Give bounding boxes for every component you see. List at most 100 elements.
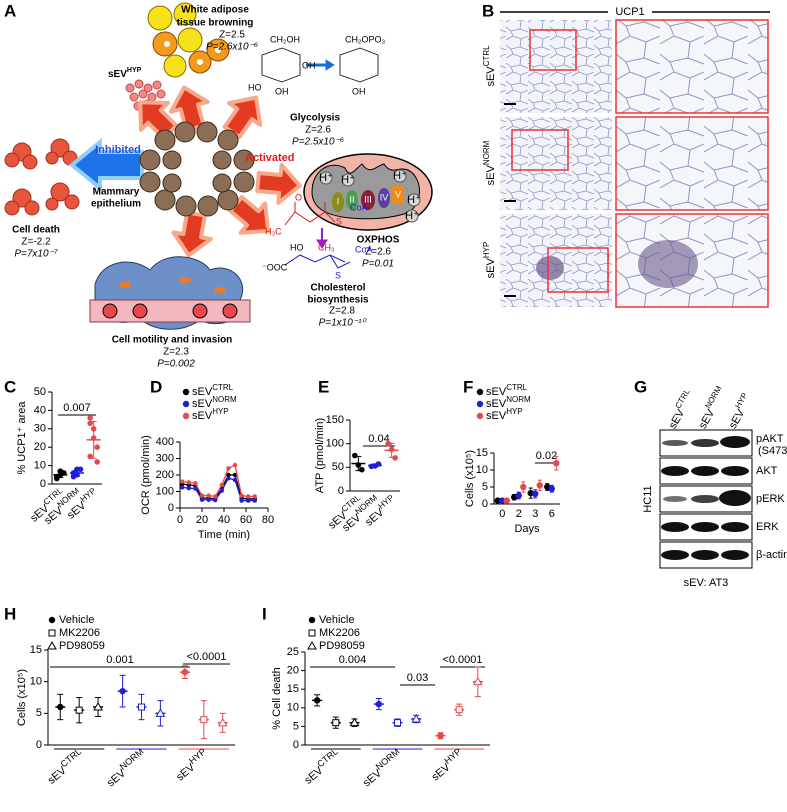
series-line (182, 464, 255, 498)
outcome-title: White adipose (181, 5, 249, 16)
data-point (206, 493, 211, 498)
p-value: P=2.5x10⁻⁶ (292, 137, 344, 148)
data-point (232, 472, 238, 478)
histology-zoom (615, 19, 769, 114)
chem-label: CH₂OH (270, 34, 300, 44)
sev-base: sEV (192, 398, 213, 410)
activate-arrow (167, 208, 217, 261)
y-axis-label: % UCP1⁺ area (16, 401, 28, 475)
blot-bands (661, 436, 751, 560)
sev-base: sEV (192, 410, 213, 422)
outcome-title: Glycolysis (290, 113, 340, 124)
sev-label: sEVCTRL (43, 747, 87, 787)
marker-triangle (217, 717, 228, 727)
marker-circle (119, 687, 126, 695)
sev-label: sEVHYP (192, 407, 229, 422)
sev-label: sEVCTRL (300, 747, 344, 787)
sev-label: sEVHYP (486, 407, 523, 422)
data-point (186, 480, 191, 485)
sev-label: sEVNORM (482, 140, 497, 185)
marker-circle (313, 697, 321, 704)
marker-circle (375, 700, 383, 708)
y-axis-label: % Cell death (271, 667, 283, 729)
center-label: Mammary (93, 187, 140, 198)
data-point (232, 477, 238, 483)
panel-label: H (4, 604, 16, 623)
complex-label: IV (380, 192, 389, 202)
sev-sup: HYP (212, 407, 228, 416)
sev-label: sEVCTRL (192, 383, 234, 398)
p-annotation: 0.02 (536, 450, 557, 462)
y-tick-label: 10 (34, 460, 46, 472)
x-tick-label: 6 (549, 508, 555, 520)
data-point (94, 444, 100, 451)
lane-base: sEV (727, 407, 748, 431)
sev-sup: CTRL (315, 747, 340, 770)
x-tick-label: 3 (532, 508, 538, 520)
p-annotation: <0.0001 (442, 654, 482, 666)
p-annotation: 0.04 (368, 433, 389, 445)
marker-square (75, 706, 83, 714)
sev-label: sEVHYP (427, 747, 467, 784)
sev-label: sEVNORM (486, 395, 531, 410)
chem-label: OH (352, 86, 366, 96)
marker-circle (48, 616, 56, 624)
band-label: pAKT (756, 433, 784, 445)
legend-label: MK2206 (59, 627, 100, 639)
marker-triangle (155, 708, 166, 717)
sev-label: sEVHYP (482, 242, 497, 279)
y-tick-label: 400 (156, 436, 174, 448)
stained-region (536, 256, 564, 280)
y-tick-label: 5 (293, 720, 299, 732)
data-point (199, 497, 205, 502)
data-point (186, 486, 191, 491)
y-tick-label: 50 (332, 461, 344, 473)
marker-circle (476, 412, 484, 420)
band-note: (S473) (758, 445, 787, 457)
data-point (206, 497, 211, 502)
outcome-title: Cholesterol (310, 283, 365, 294)
chem-label: HO (248, 82, 262, 92)
y-tick-label: 25 (287, 646, 299, 658)
sev-sup: CTRL (506, 383, 527, 392)
data-point (352, 452, 358, 459)
lane-label: sEVHYP (723, 391, 755, 431)
data-point (87, 414, 93, 421)
data-point (219, 488, 224, 493)
marker-circle (536, 482, 543, 489)
chem-label: CH₃ (318, 242, 335, 252)
marker-triangle (93, 701, 103, 711)
marker-circle (548, 485, 555, 492)
data-point (180, 485, 185, 490)
x-tick-label: 60 (240, 514, 252, 526)
sev-label: sEVNORM (192, 395, 237, 410)
marker-square (48, 629, 56, 637)
y-tick-label: 0 (36, 739, 42, 751)
data-point (239, 493, 244, 498)
marker-triangle (307, 640, 317, 650)
y-tick-label: 40 (34, 404, 46, 416)
complex-label: V (395, 189, 401, 199)
proton-label: H⁺ (405, 210, 419, 222)
x-tick-label: 0 (499, 508, 505, 520)
y-tick-label: 20 (287, 665, 299, 677)
sev-label: sEVCTRL (482, 45, 497, 87)
y-tick-label: 150 (326, 414, 344, 426)
glucose-icon (261, 47, 379, 83)
x-axis-label: Time (min) (198, 529, 250, 541)
data-point (213, 497, 218, 503)
chem-label: S (335, 270, 341, 280)
motility-icon (89, 256, 251, 330)
histology-image (500, 20, 612, 113)
marker-circle (553, 460, 560, 467)
y-tick-label: 10 (287, 702, 299, 714)
data-point (213, 494, 218, 499)
marker-circle (515, 492, 522, 499)
y-tick-label: 300 (156, 452, 174, 464)
marker-square (394, 719, 401, 727)
sev-sup: HYP (78, 485, 98, 504)
marker-square (200, 716, 208, 724)
y-tick-label: 10 (476, 464, 488, 476)
chem-label: H₃C (265, 226, 282, 236)
y-tick-label: 0 (168, 502, 174, 514)
